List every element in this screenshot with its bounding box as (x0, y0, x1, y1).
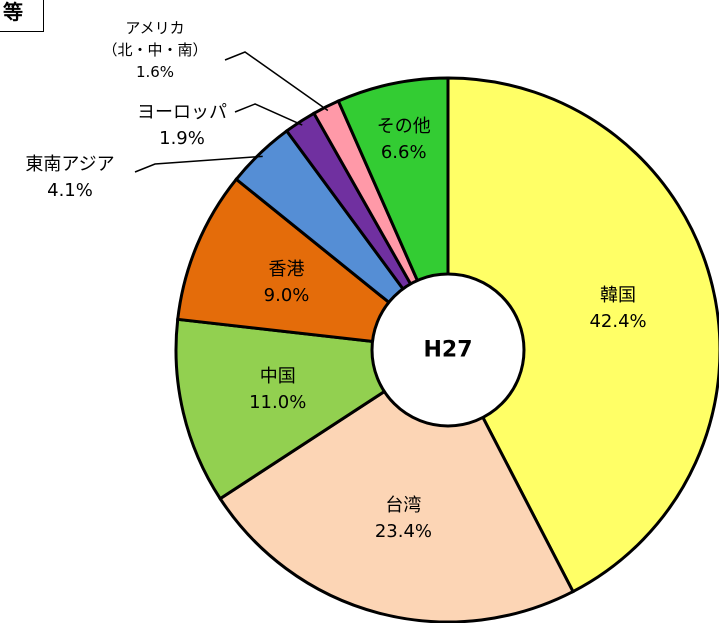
category-name: 韓国 (600, 284, 637, 306)
category-name: 台湾 (385, 495, 422, 517)
donut-hole (370, 272, 526, 428)
category-name: 香港 (268, 258, 305, 280)
pie-slice (446, 76, 719, 594)
value-label: 42.4% (589, 310, 647, 332)
value-label: 23.4% (374, 521, 432, 543)
value-label: 1.6% (135, 63, 175, 81)
slice-label: 香港 9.0% (264, 257, 310, 309)
slice-label: 東南アジア 4.1% (25, 152, 114, 204)
category-name: 東南アジア (25, 154, 115, 175)
value-label: 9.0% (263, 284, 310, 306)
pie-slice (176, 177, 453, 353)
slice-label: その他 6.6% (377, 114, 431, 166)
slice-label: 台湾 23.4% (375, 493, 432, 545)
slice-label: 中国 11.0% (249, 364, 306, 416)
leader-line (234, 103, 303, 126)
category-name: アメリカ （北・中・南） (102, 19, 208, 59)
slice-label: ヨーロッパ 1.9% (137, 100, 227, 152)
value-label: 11.0% (249, 392, 307, 414)
value-label: 4.1% (47, 180, 93, 201)
corner-label: 等 (0, 0, 44, 32)
pie-slice (218, 347, 576, 623)
leader-line (134, 155, 263, 173)
slice-label: 韓国 42.4% (589, 283, 646, 335)
slice-label: アメリカ （北・中・南） 1.6% (102, 17, 207, 83)
category-name: その他 (376, 115, 431, 137)
value-label: 6.6% (380, 141, 427, 163)
category-name: ヨーロッパ (137, 102, 227, 123)
center-label: H27 (423, 337, 473, 363)
category-name: 中国 (259, 366, 296, 388)
leader-line (224, 51, 329, 112)
value-label: 1.9% (159, 128, 205, 149)
